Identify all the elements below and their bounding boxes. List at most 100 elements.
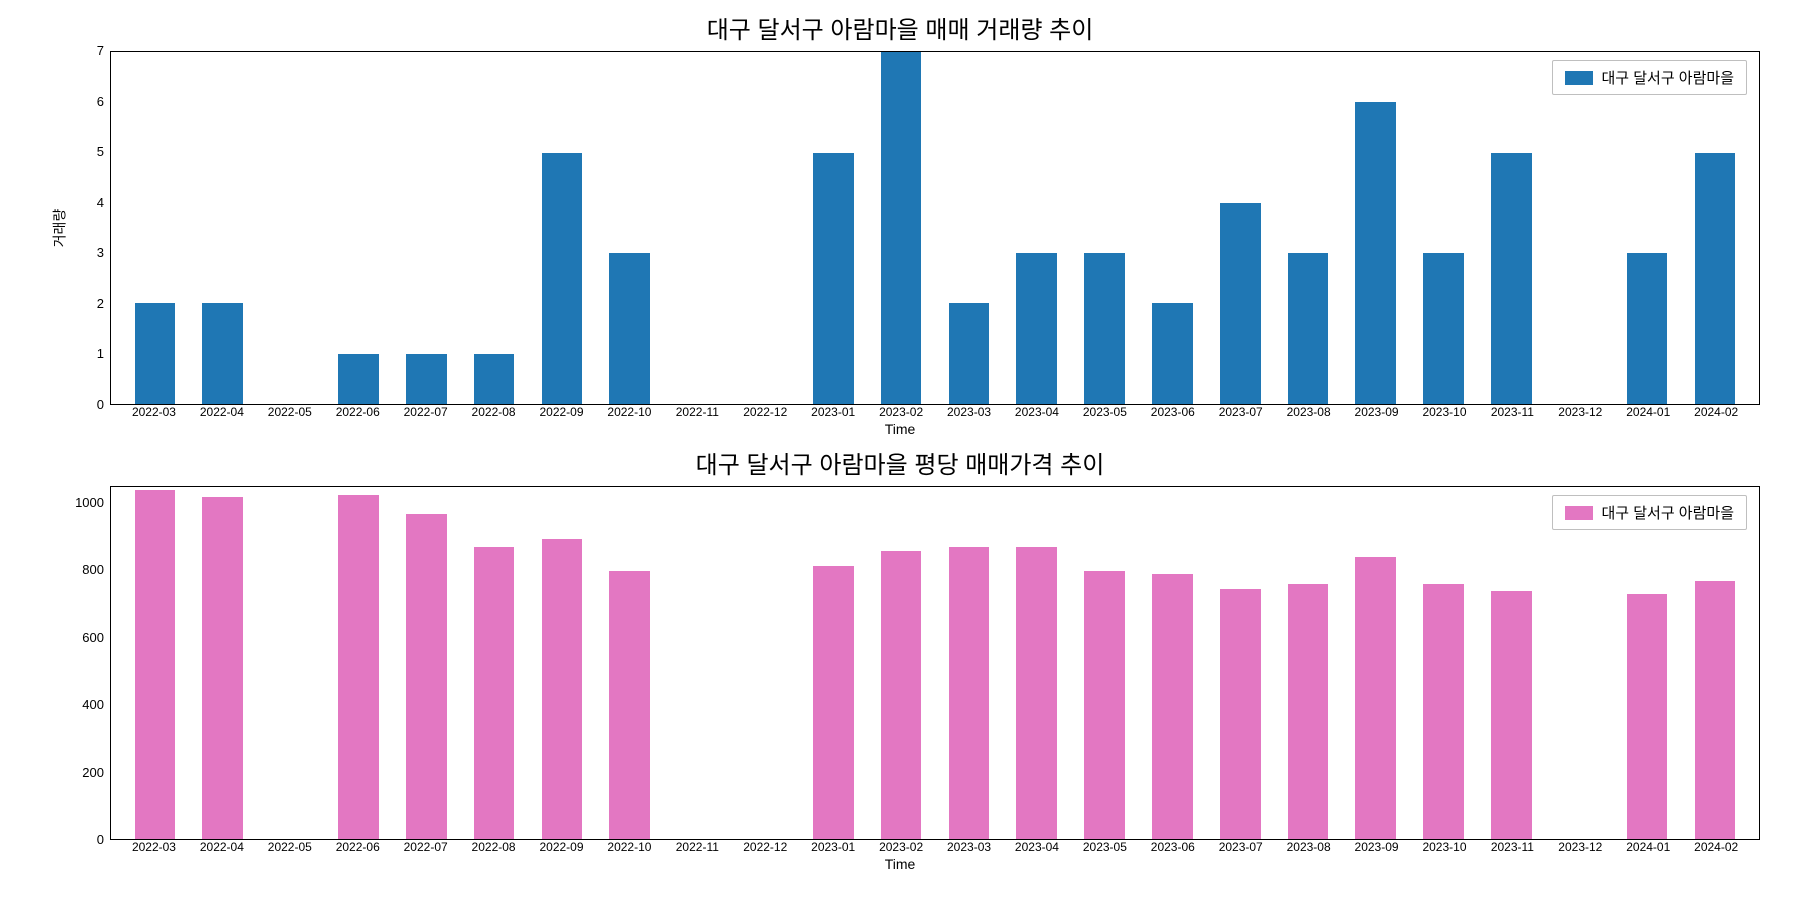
xtick: 2023-08 [1275, 840, 1343, 854]
bar-slot [257, 487, 325, 839]
xtick: 2023-03 [935, 840, 1003, 854]
bar [1152, 574, 1193, 839]
bar-slot [189, 52, 257, 404]
bar-slot [1071, 52, 1139, 404]
bar-slot [1545, 52, 1613, 404]
bar-slot [1206, 487, 1274, 839]
xtick: 2022-03 [120, 840, 188, 854]
bar [202, 497, 243, 839]
bar-slot [1138, 487, 1206, 839]
bar [474, 547, 515, 839]
xtick: 2023-02 [867, 405, 935, 419]
chart1-legend-swatch [1565, 71, 1593, 85]
bar [406, 354, 447, 404]
bar-slot [1545, 487, 1613, 839]
xtick: 2024-02 [1682, 405, 1750, 419]
xtick: 2023-04 [1003, 840, 1071, 854]
chart2-body: 평당 가격 (전용면적 기준, 단위:만원) 10008006004002000… [40, 486, 1760, 840]
chart1-yaxis: 76543210 [70, 51, 110, 405]
bar [135, 490, 176, 839]
chart1-title: 대구 달서구 아람마을 매매 거래량 추이 [707, 10, 1094, 45]
xtick: 2023-11 [1478, 405, 1546, 419]
bar-slot [1478, 52, 1546, 404]
xtick: 2022-10 [595, 840, 663, 854]
chart1-plot-area: 대구 달서구 아람마을 [110, 51, 1760, 405]
bar-slot [1613, 52, 1681, 404]
chart2-xlabel: Time [40, 856, 1760, 872]
xtick: 2023-06 [1139, 840, 1207, 854]
bar-slot [1410, 487, 1478, 839]
bar [949, 303, 990, 404]
xtick: 2022-12 [731, 840, 799, 854]
xtick: 2023-01 [799, 840, 867, 854]
chart2-legend-label: 대구 달서구 아람마을 [1601, 502, 1734, 523]
bar-slot [731, 487, 799, 839]
xtick: 2023-09 [1343, 840, 1411, 854]
bar [542, 153, 583, 404]
xtick: 2022-12 [731, 405, 799, 419]
chart2-legend-swatch [1565, 506, 1593, 520]
bar [202, 303, 243, 404]
xtick: 2022-04 [188, 405, 256, 419]
bar-slot [1681, 52, 1749, 404]
bar-slot [1342, 487, 1410, 839]
bar [135, 303, 176, 404]
bar-slot [189, 487, 257, 839]
chart2-bars [111, 487, 1759, 839]
xtick: 2023-01 [799, 405, 867, 419]
bar-slot [1613, 487, 1681, 839]
xtick: 2022-08 [460, 840, 528, 854]
bar-slot [1071, 487, 1139, 839]
chart2-ylabel-wrap: 평당 가격 (전용면적 기준, 단위:만원) [40, 486, 70, 840]
bar-slot [935, 52, 1003, 404]
bar [1355, 557, 1396, 839]
xtick: 2022-09 [528, 840, 596, 854]
bar [1288, 253, 1329, 404]
bar-slot [392, 52, 460, 404]
chart1-xlabel: Time [40, 421, 1760, 437]
xtick: 2022-03 [120, 405, 188, 419]
chart1-body: 거래량 76543210 대구 달서구 아람마을 [40, 51, 1760, 405]
xtick: 2023-04 [1003, 405, 1071, 419]
bar-slot [324, 487, 392, 839]
bar [1016, 253, 1057, 404]
xtick: 2023-12 [1546, 840, 1614, 854]
bar [1084, 253, 1125, 404]
xtick: 2022-07 [392, 405, 460, 419]
bar [813, 566, 854, 839]
bar-slot [1274, 487, 1342, 839]
bar [1084, 571, 1125, 839]
bar-slot [799, 52, 867, 404]
chart2-legend: 대구 달서구 아람마을 [1552, 495, 1747, 530]
price-chart-section: 대구 달서구 아람마을 평당 매매가격 추이 평당 가격 (전용면적 기준, 단… [40, 445, 1760, 872]
chart2-xaxis-container: 2022-032022-042022-052022-062022-072022-… [40, 840, 1760, 872]
chart2-yaxis: 10008006004002000 [70, 486, 110, 840]
bar-slot [1138, 52, 1206, 404]
bar-slot [664, 52, 732, 404]
bar [1423, 253, 1464, 404]
bar-slot [596, 52, 664, 404]
bar [338, 495, 379, 839]
chart1-legend: 대구 달서구 아람마을 [1552, 60, 1747, 95]
bar [1491, 153, 1532, 404]
xtick: 2023-08 [1275, 405, 1343, 419]
bar-slot [1206, 52, 1274, 404]
bar-slot [1478, 487, 1546, 839]
bar [1695, 153, 1736, 404]
bar-slot [121, 52, 189, 404]
bar-slot [731, 52, 799, 404]
bar [406, 514, 447, 839]
xtick: 2024-02 [1682, 840, 1750, 854]
bar-slot [867, 52, 935, 404]
bar [474, 354, 515, 404]
bar-slot [528, 487, 596, 839]
bar-slot [1274, 52, 1342, 404]
bar-slot [392, 487, 460, 839]
bar-slot [1003, 487, 1071, 839]
bar-slot [460, 487, 528, 839]
bar-slot [596, 487, 664, 839]
bar [1152, 303, 1193, 404]
chart2-xaxis: 2022-032022-042022-052022-062022-072022-… [110, 840, 1760, 854]
xtick: 2022-06 [324, 840, 392, 854]
bar [338, 354, 379, 404]
